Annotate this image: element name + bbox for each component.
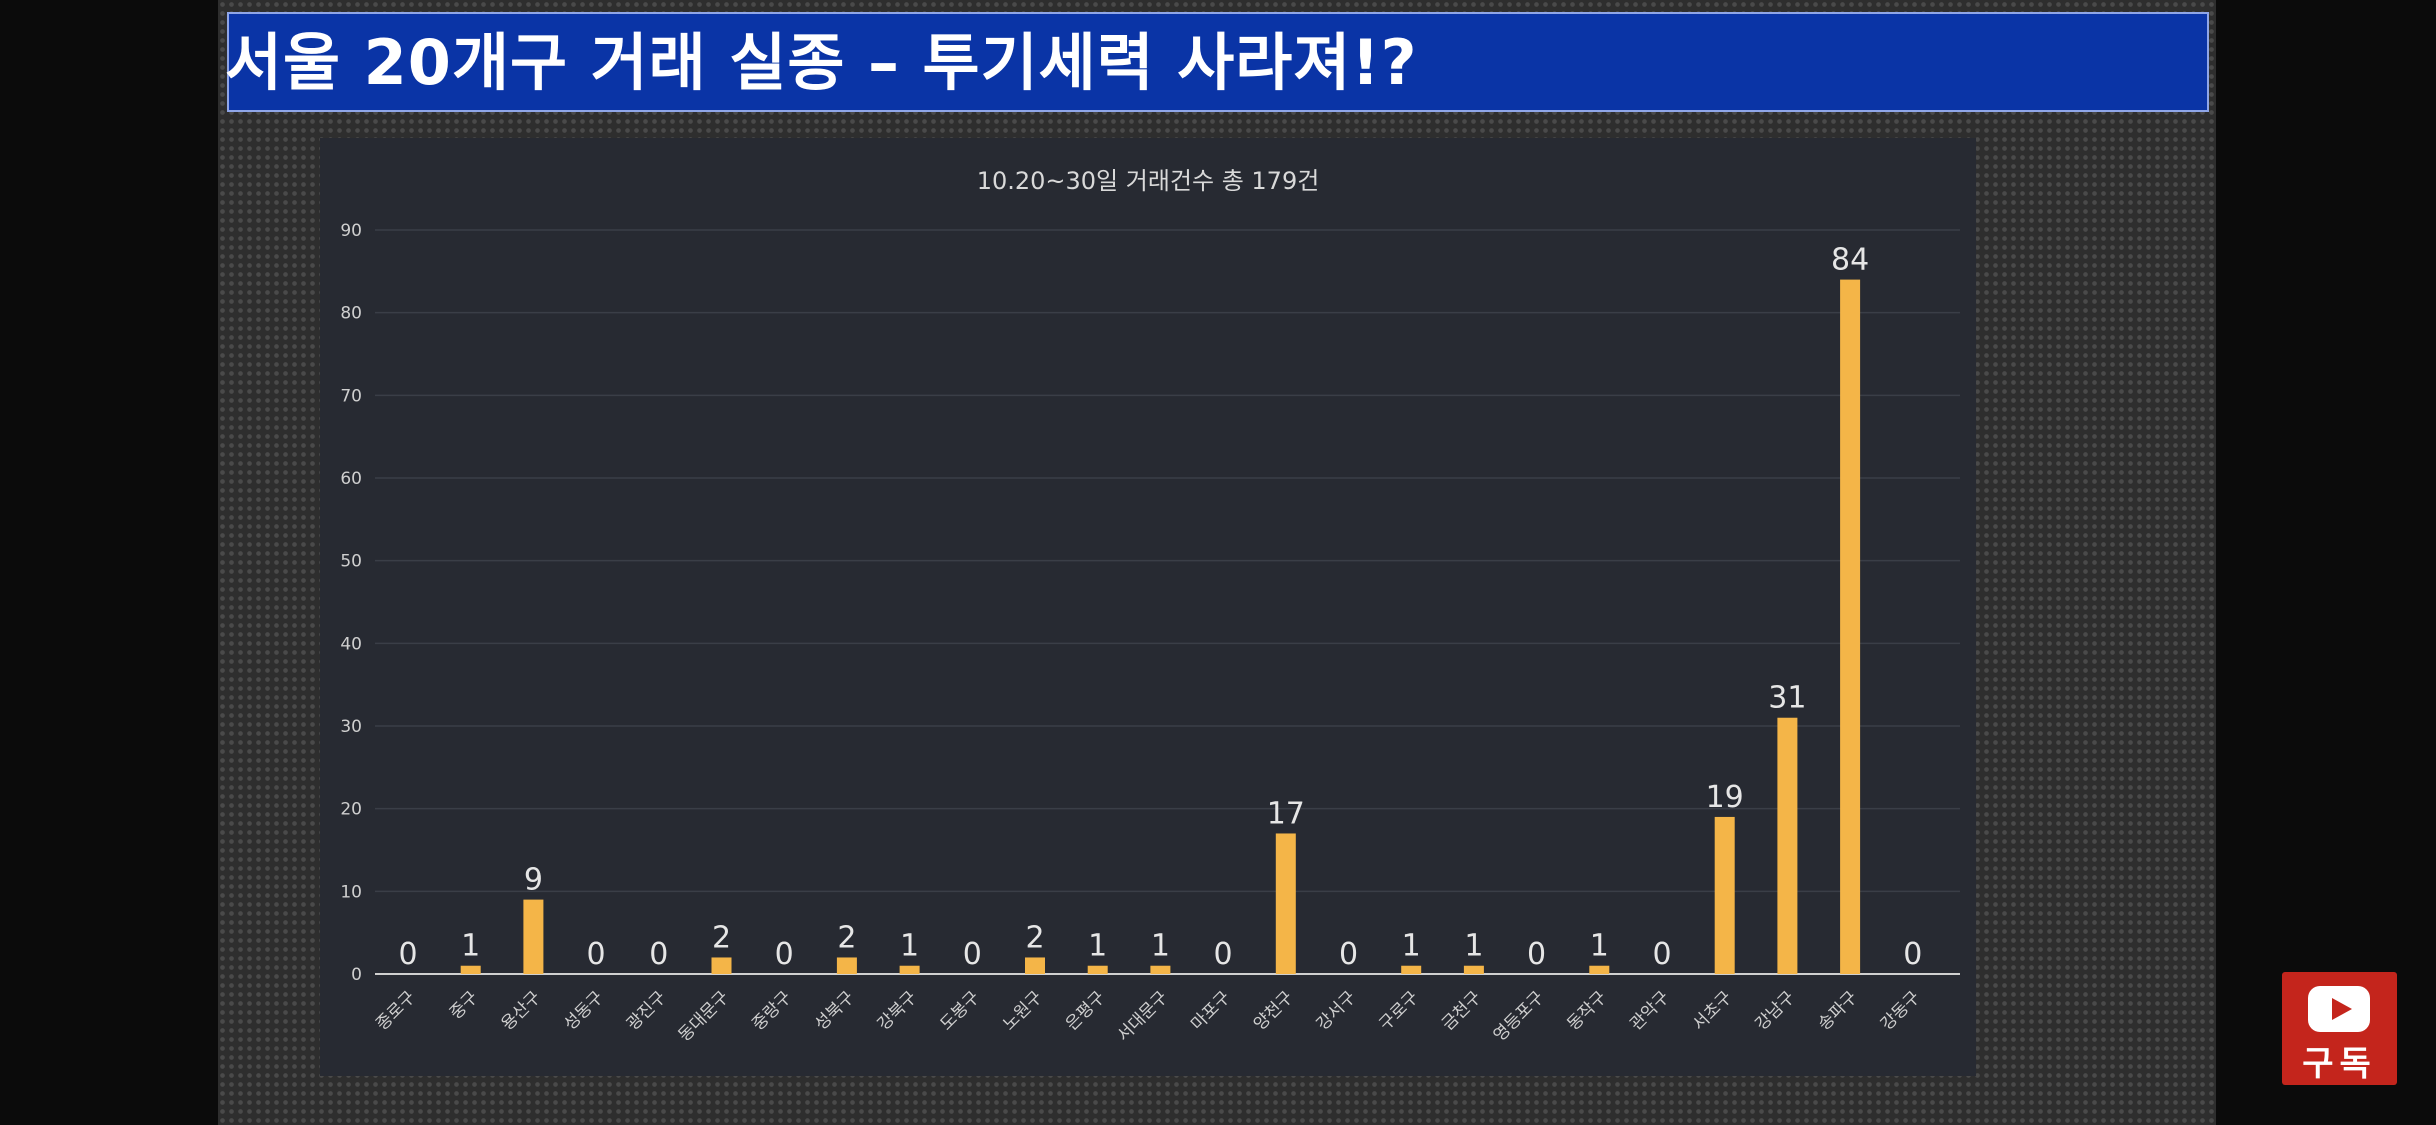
title-banner <box>227 12 2209 112</box>
y-tick-label: 60 <box>340 469 362 489</box>
data-label: 0 <box>1652 937 1671 972</box>
x-tick-label: 노원구 <box>999 987 1046 1034</box>
bar <box>1777 717 1798 974</box>
bar <box>1275 833 1296 974</box>
bar <box>1087 965 1108 974</box>
bar <box>460 965 481 974</box>
x-tick-label: 중구 <box>446 987 482 1023</box>
bar <box>1589 965 1610 974</box>
chart-panel: 10.20~30일 거래건수 총 179건 0 10 20 30 40 50 60 70 80 9… <box>320 138 1976 1076</box>
bar <box>836 957 857 974</box>
data-label: 17 <box>1267 796 1305 831</box>
x-tick-label: 종로구 <box>372 987 419 1034</box>
y-tick-label: 10 <box>340 882 362 902</box>
data-label: 2 <box>712 920 731 955</box>
data-label: 9 <box>524 863 543 898</box>
data-label: 1 <box>1590 929 1609 964</box>
x-tick-label: 강서구 <box>1313 987 1360 1034</box>
data-label: 0 <box>649 937 668 972</box>
y-tick-label: 40 <box>340 634 362 654</box>
x-tick-label: 중랑구 <box>748 987 795 1034</box>
y-tick-label: 80 <box>340 304 362 324</box>
x-tick-label: 양천구 <box>1250 987 1297 1034</box>
y-tick-label: 30 <box>340 717 362 737</box>
data-label: 1 <box>461 929 480 964</box>
y-tick-label: 50 <box>340 552 362 572</box>
x-tick-label: 강동구 <box>1877 987 1924 1034</box>
data-label: 0 <box>1527 937 1546 972</box>
x-tick-label: 관악구 <box>1626 987 1673 1034</box>
data-label: 2 <box>1025 920 1044 955</box>
x-tick-label: 강북구 <box>874 987 921 1034</box>
subscribe-button[interactable]: 구독 <box>2282 972 2397 1085</box>
x-tick-label: 도봉구 <box>937 987 984 1034</box>
bar <box>711 957 732 974</box>
x-tick-label: 마포구 <box>1187 987 1234 1034</box>
data-label: 0 <box>1903 937 1922 972</box>
data-label: 84 <box>1831 243 1869 278</box>
grid-lines <box>375 229 1960 975</box>
bar <box>523 899 544 974</box>
bar <box>899 965 920 974</box>
subscribe-label: 구독 <box>2302 1044 2377 1084</box>
bar <box>1463 965 1484 974</box>
data-label: 31 <box>1768 681 1806 716</box>
play-icon <box>2308 986 2370 1032</box>
bar <box>1025 957 1045 974</box>
data-label: 1 <box>900 929 919 964</box>
x-tick-label: 동작구 <box>1564 987 1611 1034</box>
chart-title: 10.20~30일 거래건수 총 179건 <box>977 167 1320 195</box>
data-label: 19 <box>1706 780 1744 815</box>
data-label: 0 <box>1214 937 1233 972</box>
y-axis-ticks: 0 10 20 30 40 50 60 70 80 90 <box>340 221 362 985</box>
x-tick-label: 강남구 <box>1752 987 1799 1034</box>
data-label: 1 <box>1088 929 1107 964</box>
x-tick-label: 성동구 <box>560 987 607 1034</box>
data-label: 0 <box>963 937 982 972</box>
data-label: 2 <box>837 920 856 955</box>
data-label: 1 <box>1464 929 1483 964</box>
y-tick-label: 90 <box>340 221 362 241</box>
data-label: 1 <box>1151 929 1170 964</box>
x-tick-label: 송파구 <box>1814 987 1861 1034</box>
y-tick-label: 20 <box>340 800 362 820</box>
data-label: 0 <box>775 937 794 972</box>
bar <box>1714 816 1735 974</box>
x-axis-ticks: 종로구 중구 용산구 성동구 광진구 동대문구 중랑구 성북구 강북구 도봉구 노원구 은평구 서대문구… <box>372 987 1924 1045</box>
x-tick-label: 서대문구 <box>1114 987 1172 1045</box>
x-tick-label: 은평구 <box>1062 987 1109 1034</box>
bar <box>1150 965 1171 974</box>
x-tick-label: 광진구 <box>623 987 670 1034</box>
x-tick-label: 영등포구 <box>1490 987 1548 1045</box>
x-tick-label: 동대문구 <box>675 987 733 1045</box>
data-label: 0 <box>398 937 417 972</box>
bars <box>460 279 1861 975</box>
bar <box>1401 965 1422 974</box>
data-label: 0 <box>1339 937 1358 972</box>
x-tick-label: 성북구 <box>811 987 858 1034</box>
x-tick-label: 서초구 <box>1689 987 1736 1034</box>
x-tick-label: 구로구 <box>1375 987 1422 1034</box>
y-tick-label: 0 <box>351 965 362 985</box>
bar <box>1840 279 1861 975</box>
bar-chart: 10.20~30일 거래건수 총 179건 010203040506070809… <box>340 167 1960 1046</box>
data-label: 1 <box>1402 929 1421 964</box>
x-tick-label: 금천구 <box>1438 987 1485 1034</box>
slide-title: 서울 20개구 거래 실종 – 투기세력 사라져!? <box>225 26 1418 99</box>
x-tick-label: 용산구 <box>498 987 545 1034</box>
y-tick-label: 70 <box>340 386 362 406</box>
data-label: 0 <box>587 937 606 972</box>
